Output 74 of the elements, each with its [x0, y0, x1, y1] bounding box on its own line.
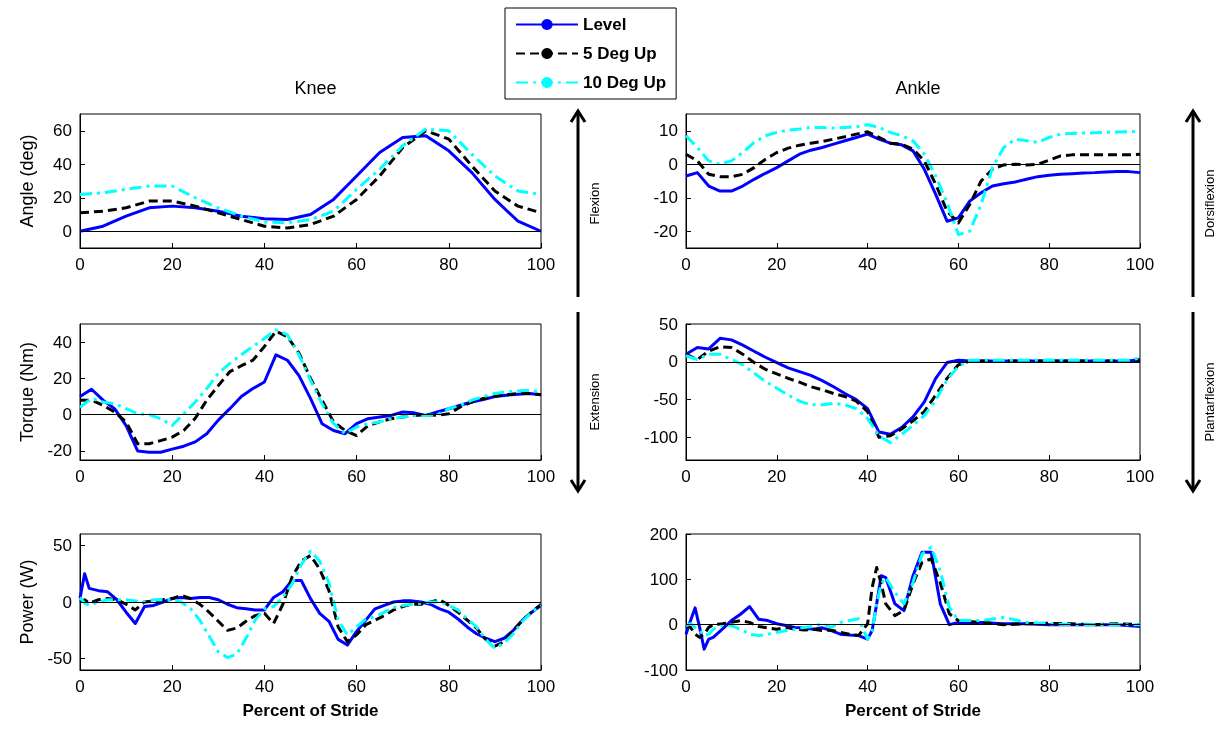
x-tick-label: 60 [347, 255, 367, 274]
x-tick-label: 0 [681, 255, 691, 274]
y-tick-label: 0 [668, 154, 678, 174]
x-tick-label: 40 [858, 467, 878, 486]
y-tick-label: 10 [659, 121, 678, 141]
y-tick-label: 0 [62, 592, 72, 612]
x-tick-label: 80 [1039, 677, 1059, 696]
y-tick-label: 0 [62, 405, 72, 425]
x-tick-label: 100 [1125, 255, 1155, 274]
x-tick-label: 20 [162, 677, 182, 696]
x-tick-label: 40 [858, 255, 878, 274]
x-axis-title: Percent of Stride [242, 701, 379, 720]
x-tick-label: 0 [75, 467, 85, 486]
y-tick-label: -100 [643, 660, 678, 680]
y-tick-label: 0 [668, 615, 678, 635]
x-tick-label: 20 [162, 467, 182, 486]
legend-label: 10 Deg Up [583, 73, 667, 92]
y-axis-title: Power (W) [17, 559, 37, 645]
x-tick-label: 20 [767, 255, 787, 274]
x-axis-title: Percent of Stride [844, 701, 982, 720]
y-axis-title: Torque (Nm) [17, 341, 37, 443]
y-tick-label: -20 [47, 441, 72, 461]
y-tick-label: 0 [62, 221, 72, 241]
x-tick-label: 100 [526, 467, 556, 486]
x-tick-label: 40 [254, 255, 274, 274]
x-tick-label: 80 [439, 677, 459, 696]
text: Dorsiflexion [1201, 169, 1217, 238]
chart-title: Ankle [895, 78, 941, 98]
chart-title: Knee [294, 78, 337, 98]
x-tick-label: 0 [75, 255, 85, 274]
y-axis-title: Angle (deg) [17, 134, 37, 228]
x-tick-label: 100 [1125, 467, 1155, 486]
y-tick-label: -50 [653, 390, 678, 410]
x-tick-label: 100 [1125, 677, 1155, 696]
y-tick-label: -50 [47, 649, 72, 669]
x-tick-label: 20 [767, 677, 787, 696]
x-tick-label: 0 [75, 677, 85, 696]
text: Plantarflexion [1201, 362, 1217, 442]
x-tick-label: 80 [439, 467, 459, 486]
y-tick-label: 200 [649, 524, 678, 544]
y-tick-label: 20 [53, 188, 72, 208]
x-tick-label: 60 [347, 677, 367, 696]
y-tick-label: 50 [659, 314, 678, 334]
x-tick-label: 20 [767, 467, 787, 486]
y-tick-label: 100 [649, 569, 678, 589]
x-tick-label: 80 [1039, 467, 1059, 486]
x-tick-label: 80 [1039, 255, 1059, 274]
x-tick-label: 40 [254, 677, 274, 696]
y-tick-label: 40 [53, 154, 72, 174]
y-tick-label: 20 [53, 368, 72, 388]
x-tick-label: 100 [526, 677, 556, 696]
y-tick-label: 50 [53, 535, 72, 555]
x-tick-label: 60 [347, 467, 367, 486]
y-tick-label: -100 [643, 427, 678, 447]
x-tick-label: 40 [858, 677, 878, 696]
y-tick-label: 60 [53, 121, 72, 141]
legend-label: 5 Deg Up [583, 44, 657, 63]
x-tick-label: 40 [254, 467, 274, 486]
x-tick-label: 60 [948, 677, 968, 696]
x-tick-label: 20 [162, 255, 182, 274]
x-tick-label: 60 [948, 255, 968, 274]
legend-label: Level [583, 15, 627, 34]
x-tick-label: 100 [526, 255, 556, 274]
x-tick-label: 0 [681, 467, 691, 486]
line-series [78, 549, 543, 660]
y-tick-label: 40 [53, 332, 72, 352]
x-tick-label: 80 [439, 255, 459, 274]
text: Flexion [586, 182, 602, 225]
y-tick-label: -20 [653, 221, 678, 241]
y-tick-label: -10 [653, 188, 678, 208]
text: Extension [586, 373, 602, 431]
x-tick-label: 60 [948, 467, 968, 486]
y-tick-label: 0 [668, 352, 678, 372]
x-tick-label: 0 [681, 677, 691, 696]
